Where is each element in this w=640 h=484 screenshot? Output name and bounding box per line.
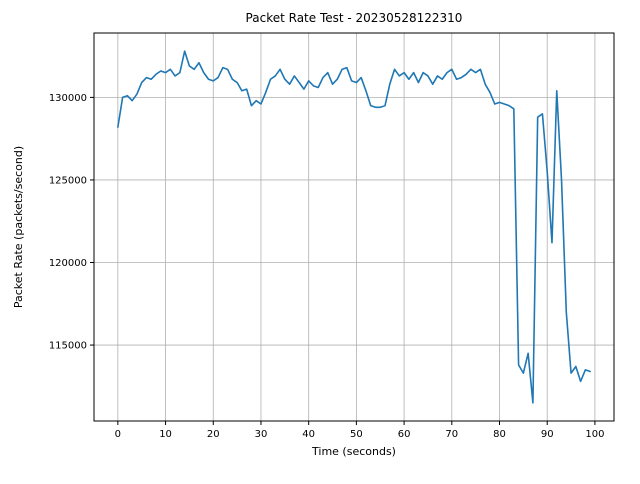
x-tick-label: 50 [350, 429, 363, 440]
packet-rate-line [117, 50, 591, 404]
chart-title: Packet Rate Test - 20230528122310 [246, 11, 463, 25]
x-tick-label: 80 [493, 429, 506, 440]
axes-frame [93, 32, 615, 422]
x-tick-label: 90 [541, 429, 554, 440]
grid-lines [94, 33, 614, 421]
y-axis-label: Packet Rate (packets/second) [12, 146, 25, 308]
x-tick-label: 60 [398, 429, 411, 440]
x-axis-label: Time (seconds) [311, 445, 396, 458]
y-tick-label: 120000 [49, 258, 87, 269]
x-tick-label: 30 [255, 429, 268, 440]
y-tick-label: 125000 [49, 175, 87, 186]
x-tick-label: 20 [207, 429, 220, 440]
x-tick-label: 40 [302, 429, 315, 440]
x-tick-label: 100 [585, 429, 604, 440]
x-tick-label: 10 [159, 429, 172, 440]
y-tick-label: 115000 [49, 341, 87, 352]
tick-marks-and-labels: 0 10 20 30 40 50 60 70 80 90 100 115000 120000 125000… [49, 93, 605, 440]
data-series-layer [117, 50, 591, 404]
x-tick-label: 70 [445, 429, 458, 440]
y-tick-label: 130000 [49, 93, 87, 104]
x-tick-label: 0 [115, 429, 121, 440]
